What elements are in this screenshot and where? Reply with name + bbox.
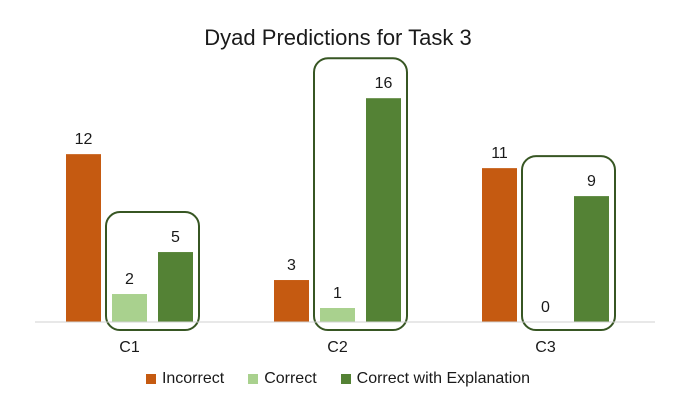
bar-c2-correct-with-explanation	[366, 98, 401, 322]
data-label-c2-incorrect: 3	[287, 257, 296, 274]
data-label-c2-correct-with-explanation: 16	[375, 75, 393, 92]
bar-c3-correct-with-explanation	[574, 196, 609, 322]
bar-c2-incorrect	[274, 280, 309, 322]
data-label-c3-correct: 0	[541, 299, 550, 316]
data-label-c3-correct-with-explanation: 9	[587, 173, 596, 190]
bar-c2-correct	[320, 308, 355, 322]
bar-layer	[66, 98, 609, 322]
bar-c1-correct	[112, 294, 147, 322]
x-tick-label-c2: C2	[327, 339, 348, 356]
highlight-box-c3	[521, 155, 616, 331]
highlight-box-c2	[313, 57, 408, 331]
legend-swatch-incorrect	[145, 374, 156, 384]
chart-title: Dyad Predictions for Task 3	[204, 25, 471, 50]
label-layer: 12 2 5 C1 3 1 16 C2 11 0 9 C3	[75, 75, 596, 356]
legend-swatch-correct	[248, 374, 259, 384]
bar-c1-correct-with-explanation	[158, 252, 193, 322]
legend-item-incorrect: Incorrect	[145, 370, 225, 388]
data-label-c3-incorrect: 11	[491, 145, 508, 162]
bar-c1-incorrect	[66, 154, 101, 322]
highlight-box-c1	[105, 211, 200, 332]
legend-label-correct-with-explanation: Correct with Explanation	[356, 370, 531, 387]
legend-label-correct: Correct	[264, 370, 317, 387]
highlight-layer	[105, 57, 616, 332]
legend-item-correct: Correct	[248, 370, 317, 388]
legend-item-correct-with-explanation: Correct with Explanation	[340, 370, 531, 388]
data-label-c2-correct: 1	[333, 285, 342, 302]
x-tick-label-c3: C3	[535, 339, 556, 356]
bar-c3-incorrect	[482, 168, 517, 322]
data-label-c1-incorrect: 12	[75, 131, 93, 148]
data-label-c1-correct-with-explanation: 5	[171, 229, 180, 246]
x-tick-label-c1: C1	[119, 339, 140, 356]
legend: Incorrect Correct Correct with Explanati…	[0, 370, 676, 388]
legend-swatch-correct-with-explanation	[340, 374, 351, 384]
legend-label-incorrect: Incorrect	[161, 370, 225, 387]
data-label-c1-correct: 2	[125, 271, 134, 288]
